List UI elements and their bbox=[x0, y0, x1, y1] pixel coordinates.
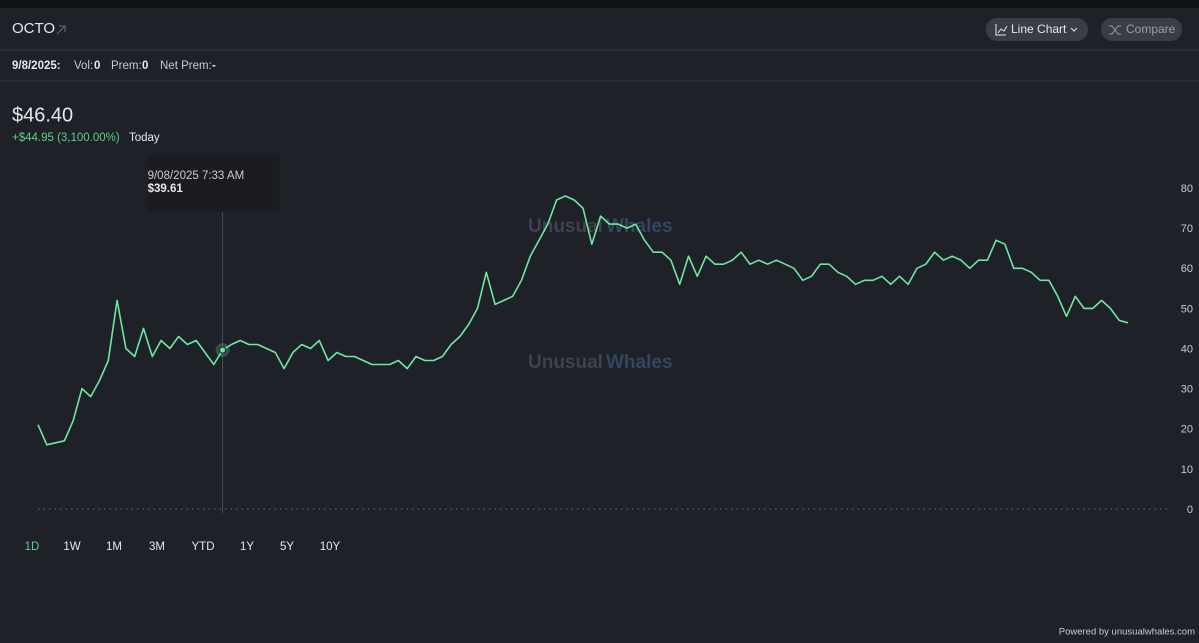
chart-type-button[interactable] bbox=[986, 18, 1088, 41]
range-button[interactable]: 5Y bbox=[280, 541, 294, 553]
external-icon[interactable] bbox=[56, 25, 66, 35]
prem-label: Prem: bbox=[111, 60, 142, 72]
top-strip bbox=[0, 0, 1199, 8]
y-tick-label: 60 bbox=[1181, 263, 1193, 275]
vol-label: Vol: bbox=[74, 60, 93, 72]
chart-icon bbox=[995, 24, 1008, 36]
tooltip-box bbox=[147, 155, 280, 212]
net-prem-label: Net Prem: bbox=[160, 60, 212, 72]
tooltip-time: 9/08/2025 7:33 AM bbox=[148, 170, 245, 182]
chart-type-label: Line Chart bbox=[1011, 22, 1067, 36]
price: $46.40 bbox=[12, 104, 73, 126]
compare-icon bbox=[1109, 25, 1121, 35]
watermark-word: Whales bbox=[606, 352, 673, 373]
compare-label: Compare bbox=[1126, 22, 1176, 36]
y-tick-label: 10 bbox=[1181, 464, 1193, 476]
y-tick-label: 50 bbox=[1181, 303, 1193, 315]
y-tick-label: 80 bbox=[1181, 183, 1193, 195]
range-button[interactable]: YTD bbox=[192, 541, 215, 553]
range-button[interactable]: 1D bbox=[25, 541, 40, 553]
y-tick-label: 30 bbox=[1181, 384, 1193, 396]
price-line bbox=[37, 195, 1129, 446]
y-tick-label: 40 bbox=[1181, 343, 1193, 355]
chart: 0 10 20 30 40 50 60 70 80 9/08/2025 7:33 AM$39.61 bbox=[37, 155, 1193, 516]
vol: 0 bbox=[94, 60, 100, 72]
prem: 0 bbox=[142, 60, 148, 72]
chevron bbox=[1070, 27, 1078, 32]
range-button[interactable]: 10Y bbox=[320, 541, 341, 553]
ticker[interactable]: OCTO bbox=[12, 20, 55, 37]
net-prem: - bbox=[212, 60, 216, 72]
y-tick-label: 20 bbox=[1181, 424, 1193, 436]
footer: Powered by unusualwhales.com bbox=[1059, 627, 1195, 638]
range-button[interactable]: 3M bbox=[149, 541, 165, 553]
y-tick-label: 0 bbox=[1187, 504, 1193, 516]
range-button[interactable]: 1W bbox=[63, 541, 80, 553]
watermark-word: Unusual bbox=[528, 352, 603, 373]
watermark: Unusual Whales Unusual Whales bbox=[528, 216, 673, 373]
stats-date: 9/8/2025: bbox=[12, 60, 61, 72]
watermark-word: Unusual bbox=[528, 216, 603, 237]
range-button[interactable]: 1M bbox=[106, 541, 122, 553]
price-change: +$44.95 (3,100.00%) bbox=[12, 132, 120, 144]
tooltip-price: $39.61 bbox=[148, 183, 184, 195]
compare-button[interactable] bbox=[1101, 18, 1182, 41]
watermark-word: Whales bbox=[606, 216, 673, 237]
hover-point bbox=[219, 346, 227, 354]
range-button[interactable]: 1Y bbox=[240, 541, 254, 553]
period: Today bbox=[129, 132, 160, 144]
y-tick-label: 70 bbox=[1181, 223, 1193, 235]
